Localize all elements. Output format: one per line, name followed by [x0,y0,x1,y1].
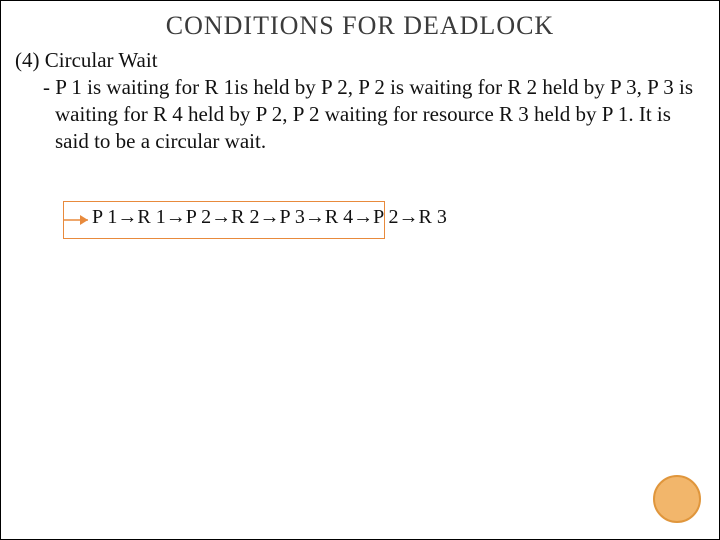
chain-text: P 1→R 1→P 2→R 2→P 3→R 4→P 2→R 3 [92,206,447,229]
slide-frame: CONDITIONS FOR DEADLOCK (4) Circular Wai… [0,0,720,540]
condition-description: - P 1 is waiting for R 1is held by P 2, … [55,74,705,155]
slide-body: (4) Circular Wait - P 1 is waiting for R… [1,47,719,155]
slide-title: CONDITIONS FOR DEADLOCK [1,11,719,41]
accent-circle-icon [653,475,701,523]
chain-box: P 1→R 1→P 2→R 2→P 3→R 4→P 2→R 3 [63,201,385,239]
circular-chain-region: P 1→R 1→P 2→R 2→P 3→R 4→P 2→R 3 [63,201,383,239]
condition-number: (4) Circular Wait [15,47,705,74]
